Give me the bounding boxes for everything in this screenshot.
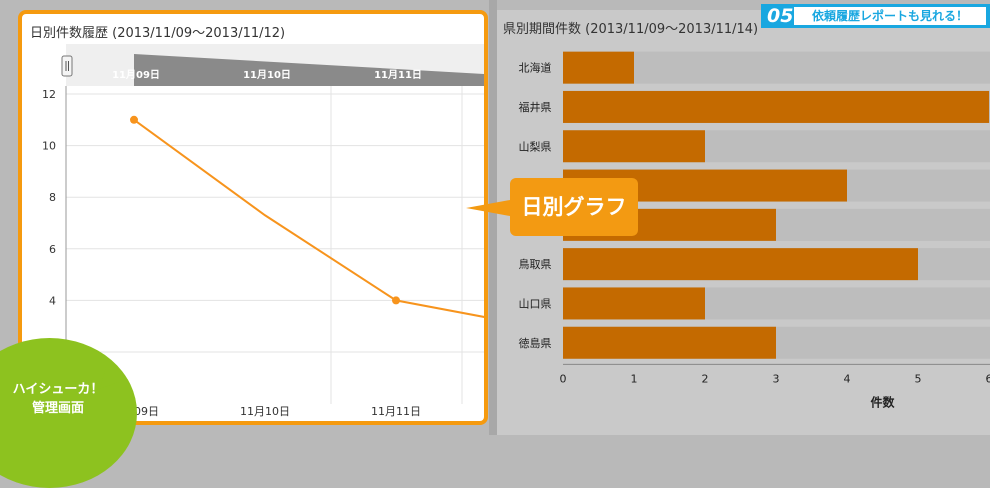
- series-line: [134, 120, 484, 319]
- bar: [563, 248, 918, 280]
- x-tick-label: 5: [915, 372, 922, 385]
- bubble-line-1: ハイシューカ！: [0, 380, 116, 399]
- daily-graph-callout: 日別グラフ: [510, 178, 638, 236]
- data-point: [392, 296, 400, 304]
- x-tick-label: 2: [702, 372, 709, 385]
- category-label: 福井県: [519, 100, 552, 114]
- x-tick-label: 6: [986, 372, 990, 385]
- navigator-label: 11月10日: [243, 69, 291, 81]
- x-axis-label: 件数: [870, 394, 895, 409]
- bar: [563, 91, 989, 123]
- x-tick-label: 11月10日: [240, 405, 290, 418]
- x-tick-label: 4: [844, 372, 851, 385]
- category-label: 鳥取県: [519, 257, 552, 271]
- category-label: 徳島県: [519, 336, 552, 350]
- x-tick-label: 1: [631, 372, 638, 385]
- y-tick-label: 12: [42, 88, 56, 101]
- bar: [563, 52, 634, 84]
- callout-arrow: [466, 200, 510, 216]
- y-tick-label: 8: [49, 191, 56, 204]
- bubble-line-2: 管理画面: [0, 399, 116, 418]
- bar: [563, 327, 776, 359]
- badge-number: 05: [767, 4, 793, 28]
- navigator-label: 11月09日: [112, 69, 160, 81]
- badge-text: 依頼履歴レポートも見れる！: [794, 7, 986, 25]
- navigator-label: 11月11日: [374, 69, 422, 81]
- x-tick-label: 3: [773, 372, 780, 385]
- speech-bubble-text: ハイシューカ！ 管理画面: [0, 380, 116, 418]
- panel-divider: [489, 0, 497, 435]
- pause-icon: [62, 56, 72, 76]
- x-tick-label: 11月11日: [371, 405, 421, 418]
- y-tick-label: 4: [49, 294, 56, 307]
- bar: [563, 130, 705, 162]
- category-label: 山口県: [519, 297, 552, 310]
- category-label: 北海道: [519, 61, 552, 75]
- y-tick-label: 10: [42, 140, 56, 153]
- x-tick-label: 0: [560, 372, 567, 385]
- y-tick-label: 6: [49, 243, 56, 256]
- data-point: [130, 116, 138, 124]
- category-label: 山梨県: [519, 139, 552, 153]
- bar: [563, 287, 705, 319]
- feature-badge: 05 依頼履歴レポートも見れる！: [761, 4, 990, 28]
